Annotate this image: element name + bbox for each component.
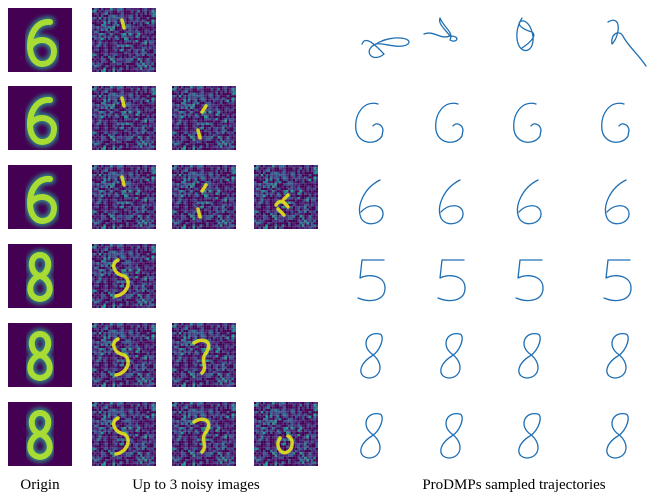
trajectory [607, 414, 628, 458]
noisy-image [92, 8, 156, 72]
trajectory [362, 38, 409, 58]
caption-trajectories: ProDMPs sampled trajectories [422, 477, 605, 493]
noisy-image [254, 165, 318, 229]
trajectory [441, 414, 462, 458]
trajectory [602, 103, 629, 142]
noise [172, 86, 236, 150]
trajectory [608, 20, 646, 66]
origin-image [8, 402, 72, 466]
trajectory [441, 334, 462, 378]
origin-image [8, 165, 72, 229]
noisy-stroke [122, 98, 124, 106]
noisy-image [92, 402, 156, 466]
trajectory [519, 334, 540, 378]
noise [92, 8, 156, 72]
caption-noisy: Up to 3 noisy images [132, 477, 260, 493]
trajectory [356, 103, 383, 142]
noisy-image [254, 402, 318, 466]
noisy-image [172, 323, 236, 387]
origin-image [8, 8, 72, 72]
trajectory [516, 260, 543, 301]
noisy-image [92, 165, 156, 229]
image-grid [8, 8, 318, 466]
noise [254, 402, 318, 466]
trajectory [361, 414, 382, 458]
noise [172, 165, 236, 229]
origin-image [8, 86, 72, 150]
trajectory [514, 103, 541, 142]
trajectory [436, 103, 463, 142]
noise [92, 86, 156, 150]
trajectory [358, 260, 385, 301]
trajectory [519, 414, 540, 458]
trajectory [438, 260, 465, 301]
noisy-image [172, 402, 236, 466]
trajectory [360, 180, 384, 224]
trajectory [606, 180, 630, 224]
noise [92, 165, 156, 229]
trajectory [440, 180, 464, 224]
trajectory [607, 334, 628, 378]
trajectory-grid [356, 18, 646, 458]
noisy-image [172, 86, 236, 150]
trajectory [361, 334, 382, 378]
trajectory [424, 18, 457, 41]
figure: Origin Up to 3 noisy images ProDMPs samp… [0, 0, 659, 499]
caption-origin: Origin [20, 477, 60, 493]
noisy-image [92, 244, 156, 308]
noisy-stroke [122, 20, 124, 28]
trajectory [604, 260, 631, 301]
trajectory [518, 180, 542, 224]
origin-image [8, 323, 72, 387]
origin-image [8, 244, 72, 308]
noisy-image [172, 165, 236, 229]
trajectory [517, 18, 534, 51]
noisy-stroke [122, 177, 124, 185]
noisy-image [92, 86, 156, 150]
noisy-image [92, 323, 156, 387]
